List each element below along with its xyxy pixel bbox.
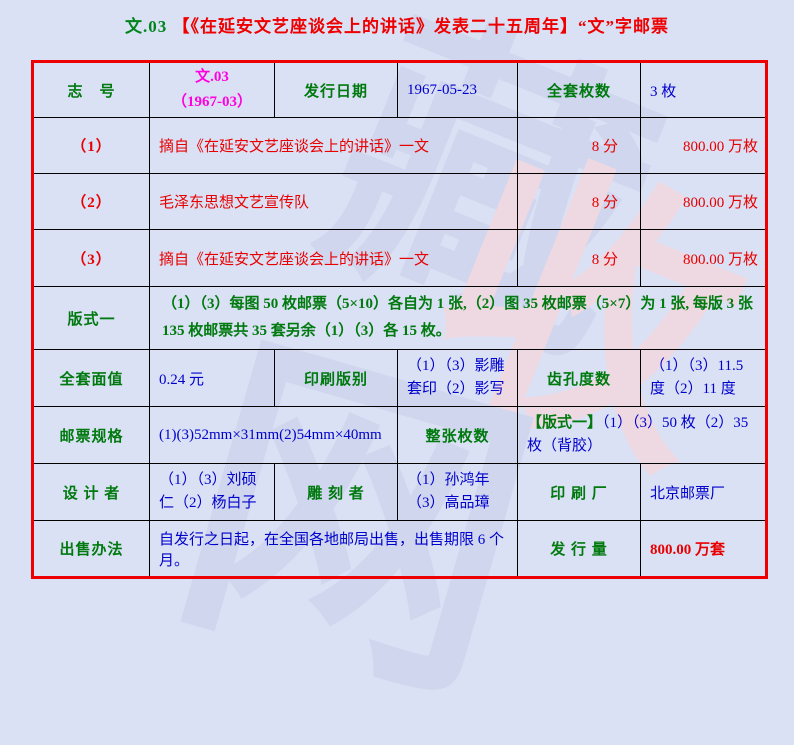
stamp-desc-cell: 摘自《在延安文艺座谈会上的讲话》一文 (149, 117, 518, 174)
stamp-quantity-cell: 800.00 万枚 (640, 229, 767, 287)
catalog-number-line2: （1967-03） (172, 94, 252, 110)
printer-label-cell: 印 刷 厂 (517, 463, 641, 521)
title-catalog-number: 文.03 (125, 17, 168, 36)
engraver-value-cell: （1）孙鸿年（3）高品璋 (397, 463, 518, 521)
table-row-stamp-3: （3） 摘自《在延安文艺座谈会上的讲话》一文 8 分 800.00 万枚 (32, 229, 767, 287)
printer-value-cell: 北京邮票厂 (640, 463, 767, 521)
table-row-header: 志 号 文.03 （1967-03） 发行日期 1967-05-23 全套枚数 … (32, 61, 767, 118)
face-value-label-cell: 全套面值 (32, 349, 150, 407)
perforation-value-cell: （1）（3）11.5 度（2）11 度 (640, 349, 767, 407)
stamp-denomination-cell: 8 分 (517, 117, 641, 174)
sheet-format-text-cell: （1）（3）每图 50 枚邮票（5×10）各自为 1 张,（2）图 35 枚邮票… (149, 286, 767, 350)
table-row-sheet-format: 版式一 （1）（3）每图 50 枚邮票（5×10）各自为 1 张,（2）图 35… (32, 286, 767, 350)
sheet-count-label-cell: 整张枚数 (397, 406, 518, 464)
sheet-count-format-prefix: 【版式一】 (527, 414, 603, 431)
stamp-number-cell: （1） (32, 117, 150, 174)
issue-date-value-cell: 1967-05-23 (397, 61, 518, 118)
stamp-desc-cell: 摘自《在延安文艺座谈会上的讲话》一文 (149, 229, 518, 287)
issue-quantity-label-cell: 发 行 量 (517, 520, 641, 578)
designer-value-cell: （1）（3）刘硕仁（2）杨白子 (149, 463, 275, 521)
table-row-sale-method: 出售办法 自发行之日起，在全国各地邮局出售，出售期限 6 个月。 发 行 量 8… (32, 520, 767, 578)
stamp-number-cell: （2） (32, 173, 150, 230)
table-row-stamp-1: （1） 摘自《在延安文艺座谈会上的讲话》一文 8 分 800.00 万枚 (32, 117, 767, 174)
set-count-value-cell: 3 枚 (640, 61, 767, 118)
stamp-size-label-cell: 邮票规格 (32, 406, 150, 464)
print-type-label-cell: 印刷版别 (274, 349, 398, 407)
set-count-label-cell: 全套枚数 (517, 61, 641, 118)
stamp-denomination-cell: 8 分 (517, 173, 641, 230)
perforation-label-cell: 齿孔度数 (517, 349, 641, 407)
table-row-stamp-size: 邮票规格 (1)(3)52mm×31mm(2)54mm×40mm 整张枚数 【版… (32, 406, 767, 464)
table-row-designer: 设 计 者 （1）（3）刘硕仁（2）杨白子 雕 刻 者 （1）孙鸿年（3）高品璋… (32, 463, 767, 521)
sheet-format-label-cell: 版式一 (32, 286, 150, 350)
page-title: 文.03 【《在延安文艺座谈会上的讲话》发表二十五周年】“文”字邮票 (0, 12, 794, 37)
catalog-number-cell: 文.03 （1967-03） (149, 61, 275, 118)
stamp-quantity-cell: 800.00 万枚 (640, 117, 767, 174)
sale-method-label-cell: 出售办法 (32, 520, 150, 578)
stamp-denomination-cell: 8 分 (517, 229, 641, 287)
stamp-number-cell: （3） (32, 229, 150, 287)
engraver-label-cell: 雕 刻 者 (274, 463, 398, 521)
sale-method-text-cell: 自发行之日起，在全国各地邮局出售，出售期限 6 个月。 (149, 520, 518, 578)
catalog-number-line1: 文.03 (195, 68, 229, 85)
stamp-info-table: 志 号 文.03 （1967-03） 发行日期 1967-05-23 全套枚数 … (31, 60, 768, 579)
sheet-count-value-text: （1）（3）50 枚（2）35 枚（背胶） (527, 414, 749, 454)
table-row-face-value: 全套面值 0.24 元 印刷版别 （1）（3）影雕套印（2）影写 齿孔度数 （1… (32, 349, 767, 407)
id-label-cell: 志 号 (32, 61, 150, 118)
sheet-count-value-cell: 【版式一】（1）（3）50 枚（2）35 枚（背胶） (517, 406, 767, 464)
issue-quantity-value-cell: 800.00 万套 (640, 520, 767, 578)
stamp-size-value-cell: (1)(3)52mm×31mm(2)54mm×40mm (149, 406, 398, 464)
stamp-desc-cell: 毛泽东思想文艺宣传队 (149, 173, 518, 230)
designer-label-cell: 设 计 者 (32, 463, 150, 521)
stamp-quantity-cell: 800.00 万枚 (640, 173, 767, 230)
table-row-stamp-2: （2） 毛泽东思想文艺宣传队 8 分 800.00 万枚 (32, 173, 767, 230)
face-value-cell: 0.24 元 (149, 349, 275, 407)
issue-date-label-cell: 发行日期 (274, 61, 398, 118)
print-type-value-cell: （1）（3）影雕套印（2）影写 (397, 349, 518, 407)
title-text: 【《在延安文艺座谈会上的讲话》发表二十五周年】“文”字邮票 (172, 17, 669, 36)
